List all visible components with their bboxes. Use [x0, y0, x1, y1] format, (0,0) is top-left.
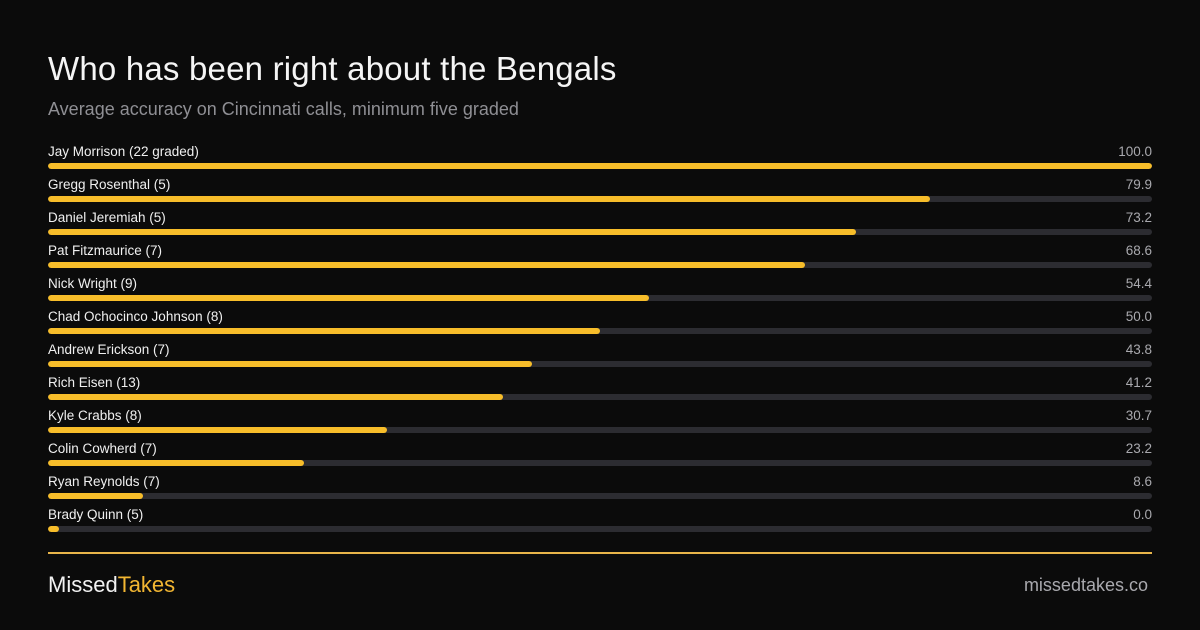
- chart-title: Who has been right about the Bengals: [48, 50, 617, 87]
- bar-row: Pat Fitzmaurice (7) 68.6: [48, 241, 1152, 274]
- bar-track: [48, 163, 1152, 169]
- bar-value-label: 23.2: [1125, 441, 1152, 456]
- bar-label: Gregg Rosenthal (5): [48, 177, 171, 192]
- bar: [48, 493, 143, 499]
- bar-label: Colin Cowherd (7): [48, 441, 157, 456]
- bar-track: [48, 196, 1152, 202]
- bar: [48, 328, 600, 334]
- bar-value-label: 100.0: [1118, 144, 1152, 159]
- bar-row: Gregg Rosenthal (5) 79.9: [48, 175, 1152, 208]
- bar: [48, 361, 532, 367]
- bar: [48, 427, 387, 433]
- bar-track: [48, 295, 1152, 301]
- bar-track: [48, 229, 1152, 235]
- bar-label: Daniel Jeremiah (5): [48, 210, 166, 225]
- bar: [48, 394, 503, 400]
- bar-track: [48, 460, 1152, 466]
- bar-track: [48, 361, 1152, 367]
- bar-row: Colin Cowherd (7) 23.2: [48, 439, 1152, 472]
- bar-value-label: 30.7: [1125, 408, 1152, 423]
- bar-label: Kyle Crabbs (8): [48, 408, 142, 423]
- footer-divider: [48, 552, 1152, 554]
- bar-label: Brady Quinn (5): [48, 507, 144, 522]
- bar: [48, 163, 1152, 169]
- bar: [48, 295, 649, 301]
- bar-row: Brady Quinn (5) 0.0: [48, 505, 1152, 538]
- site-url: missedtakes.co: [1023, 575, 1148, 595]
- bar: [48, 526, 59, 532]
- brand-logo-part1: Missed: [48, 572, 118, 597]
- bar: [48, 460, 305, 466]
- bar-row: Jay Morrison (22 graded) 100.0: [48, 142, 1152, 175]
- bar-value-label: 54.4: [1125, 276, 1152, 291]
- bar-track: [48, 394, 1152, 400]
- bar-row: Nick Wright (9) 54.4: [48, 274, 1152, 307]
- bar-track: [48, 262, 1152, 268]
- bar-label: Nick Wright (9): [48, 276, 138, 291]
- bar-track: [48, 493, 1152, 499]
- bar-label: Pat Fitzmaurice (7): [48, 243, 163, 258]
- bar-row: Andrew Erickson (7) 43.8: [48, 340, 1152, 373]
- brand-logo-part2: Takes: [117, 572, 176, 597]
- bar-value-label: 73.2: [1125, 210, 1152, 225]
- bar-value-label: 0.0: [1133, 507, 1152, 522]
- bar-value-label: 43.8: [1125, 342, 1152, 357]
- bar-track: [48, 328, 1152, 334]
- bar-value-label: 79.9: [1125, 177, 1152, 192]
- brand-logo: MissedTakes: [48, 572, 175, 598]
- bar-value-label: 68.6: [1125, 243, 1152, 258]
- bar-label: Ryan Reynolds (7): [48, 474, 160, 489]
- bar: [48, 196, 931, 202]
- bar-label: Jay Morrison (22 graded): [48, 144, 199, 159]
- bar-row: Kyle Crabbs (8) 30.7: [48, 406, 1152, 439]
- bar-row: Chad Ochocinco Johnson (8) 50.0: [48, 307, 1152, 340]
- bar-track: [48, 427, 1152, 433]
- bar-row: Daniel Jeremiah (5) 73.2: [48, 208, 1152, 241]
- bar: [48, 229, 857, 235]
- bar-label: Rich Eisen (13): [48, 375, 141, 390]
- bar-chart: Jay Morrison (22 graded) 100.0 Gregg Rosen…: [48, 142, 1152, 538]
- bar-label: Andrew Erickson (7): [48, 342, 170, 357]
- bar-value-label: 50.0: [1125, 309, 1152, 324]
- bar-label: Chad Ochocinco Johnson (8): [48, 309, 223, 324]
- bar-track: [48, 526, 1152, 532]
- bar-row: Rich Eisen (13) 41.2: [48, 373, 1152, 406]
- bar-row: Ryan Reynolds (7) 8.6: [48, 472, 1152, 505]
- chart-subtitle: Average accuracy on Cincinnati calls, mi…: [48, 99, 519, 119]
- bar-value-label: 8.6: [1133, 474, 1152, 489]
- bar: [48, 262, 806, 268]
- bar-value-label: 41.2: [1125, 375, 1152, 390]
